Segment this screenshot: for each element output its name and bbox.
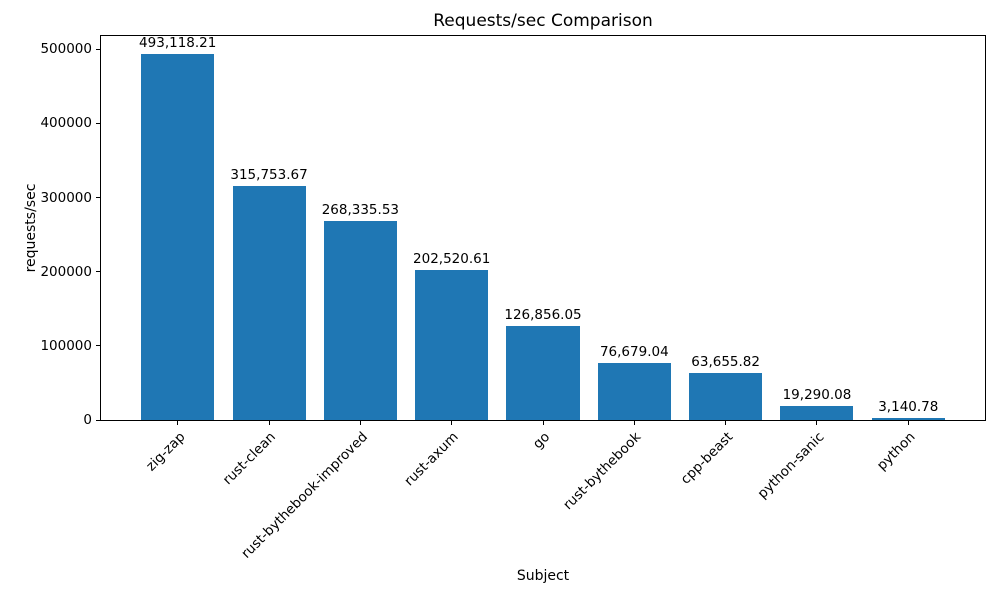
y-tick-label: 400000 (40, 115, 92, 132)
y-axis-label: requests/sec (23, 183, 39, 273)
x-tick (359, 421, 361, 425)
bar-zig-zap (141, 54, 215, 420)
y-tick (96, 197, 100, 198)
x-axis-label: Subject (516, 568, 570, 584)
bar-value-label: 3,140.78 (878, 398, 939, 415)
bar-value-label: 76,679.04 (599, 344, 669, 361)
bar-python (871, 417, 945, 420)
x-tick-label: python (873, 429, 919, 474)
x-tick (177, 421, 179, 425)
chart-title: Requests/sec Comparison (433, 11, 653, 31)
x-tick-label: python-sanic (754, 429, 828, 502)
x-tick (268, 421, 270, 425)
x-tick (907, 421, 909, 425)
plot-area: 0 100000 200000 300000 400000 500000 493,118.2… (40, 35, 986, 562)
bar-value-label: 63,655.82 (691, 353, 760, 370)
bar-rust-bythebook (597, 363, 671, 420)
x-tick-label: rust-axum (401, 429, 463, 490)
y-tick (96, 122, 100, 124)
bar-rust-bythebook-improved (323, 221, 397, 420)
x-tick-label: rust-clean (220, 429, 280, 489)
y-tick-label: 0 (83, 412, 92, 428)
bar-python-sanic (780, 405, 854, 420)
x-tick (542, 421, 544, 425)
bar-value-label: 202,520.61 (413, 250, 491, 267)
bar-value-label: 493,118.21 (139, 35, 217, 52)
y-tick (96, 419, 100, 421)
bar-cpp-beast (689, 372, 763, 420)
x-tick (725, 421, 727, 425)
y-tick (96, 48, 100, 50)
bar-rust-clean (232, 185, 306, 420)
x-tick (816, 421, 818, 425)
bar-value-label: 19,290.08 (782, 386, 852, 403)
y-tick (96, 271, 100, 273)
y-tick-label: 200000 (40, 263, 92, 280)
bar-rust-axum (415, 269, 489, 420)
x-tick-label: go (530, 429, 554, 453)
y-tick (96, 345, 100, 347)
x-tick-label: cpp-beast (677, 429, 736, 488)
y-tick-label: 300000 (40, 189, 92, 206)
bar-value-label: 126,856.05 (504, 306, 582, 323)
bar-value-label: 315,753.67 (230, 166, 308, 183)
x-tick (451, 421, 453, 425)
y-tick-label: 500000 (40, 41, 92, 58)
y-tick-label: 100000 (40, 337, 92, 354)
bar-go (506, 325, 580, 420)
x-tick-label: zig-zap (142, 429, 189, 475)
x-tick (633, 421, 635, 425)
bar-value-label: 268,335.53 (321, 202, 399, 218)
x-tick-label: rust-bythebook (560, 429, 645, 514)
